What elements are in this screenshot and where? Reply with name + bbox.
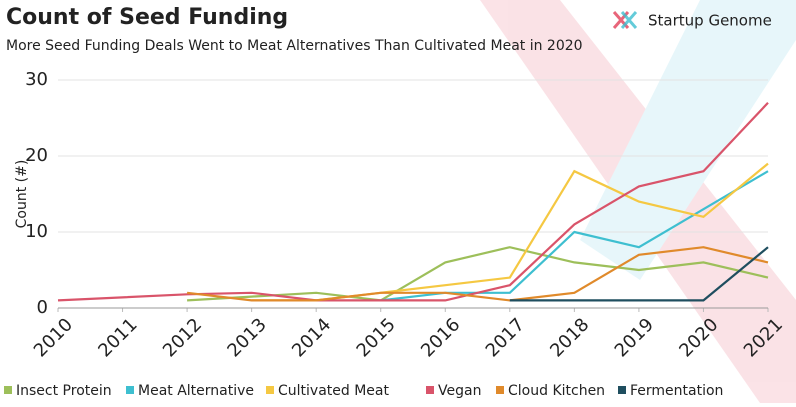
series-line	[57, 102, 769, 302]
legend-label: Fermentation	[630, 383, 723, 399]
x-tick-label: 2015	[353, 314, 400, 361]
y-axis-label: Count (#)	[14, 160, 30, 229]
x-tick-label: 2013	[223, 314, 270, 361]
chart-subtitle: More Seed Funding Deals Went to Meat Alt…	[6, 38, 583, 54]
legend-swatch	[266, 386, 274, 394]
legend-label: Meat Alternative	[138, 383, 254, 399]
x-tick-label: 2011	[94, 314, 141, 361]
legend-swatch	[618, 386, 626, 394]
y-tick-label: 0	[37, 297, 48, 318]
x-tick-label: 2012	[159, 314, 206, 361]
x-tick-label: 2018	[546, 314, 593, 361]
legend-label: Insect Protein	[16, 383, 112, 399]
series-line	[187, 246, 769, 302]
x-tick-label: 2014	[288, 314, 335, 361]
y-tick-label: 20	[25, 145, 48, 166]
x-tick-label: 2019	[611, 314, 658, 361]
legend-swatch	[426, 386, 434, 394]
series-line	[186, 246, 769, 302]
brand-name: Startup Genome	[648, 12, 772, 30]
y-tick-label: 10	[25, 221, 48, 242]
legend-label: Cloud Kitchen	[508, 383, 605, 399]
legend-swatch	[126, 386, 134, 394]
legend-swatch	[496, 386, 504, 394]
y-tick-label: 30	[25, 69, 48, 90]
x-tick-label: 2017	[482, 314, 529, 361]
legend-label: Vegan	[438, 383, 481, 399]
brand-logo	[612, 11, 638, 29]
series-line	[509, 246, 769, 302]
legend-label: Cultivated Meat	[278, 383, 389, 399]
x-tick-label: 2010	[30, 314, 77, 361]
legend-swatch	[4, 386, 12, 394]
chart-title: Count of Seed Funding	[6, 5, 288, 30]
x-tick-label: 2016	[417, 314, 464, 361]
